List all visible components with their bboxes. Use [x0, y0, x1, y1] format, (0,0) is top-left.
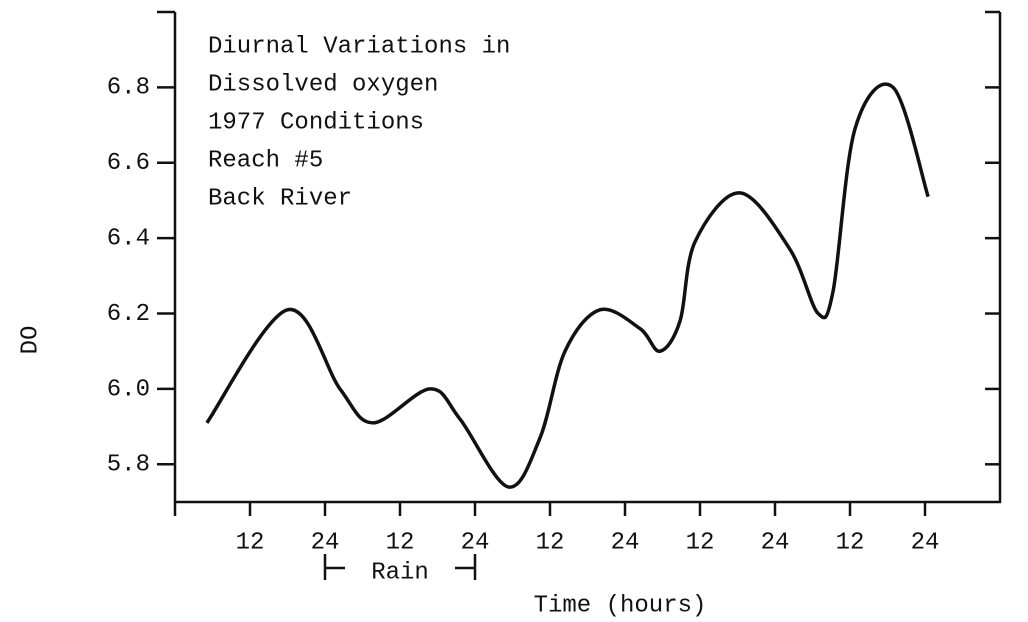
x-tick-label: 12	[236, 529, 265, 556]
title-line: 1977 Conditions	[208, 109, 424, 136]
y-tick-label: 6.4	[107, 225, 150, 252]
x-tick-label: 24	[461, 529, 490, 556]
x-tick-label: 24	[311, 529, 340, 556]
x-tick-label: 12	[386, 529, 415, 556]
axis-frame	[173, 12, 1002, 504]
x-axis-label: Time (hours)	[534, 592, 707, 619]
title-line: Back River	[208, 185, 352, 212]
x-tick-label: 24	[911, 529, 940, 556]
y-tick-label: 6.2	[107, 301, 150, 328]
title-line: Dissolved oxygen	[208, 71, 438, 98]
x-tick-label: 24	[761, 529, 790, 556]
y-tick-label: 6.8	[107, 75, 150, 102]
data-line	[205, 82, 930, 489]
title-line: Reach #5	[208, 147, 323, 174]
y-tick-label: 6.6	[107, 150, 150, 177]
rain-bracket	[323, 554, 477, 580]
x-tick-label: 24	[611, 529, 640, 556]
x-tick-label: 12	[536, 529, 565, 556]
rain-label: Rain	[371, 559, 429, 586]
y-tick-label: 5.8	[107, 452, 150, 479]
x-tick-label: 12	[836, 529, 865, 556]
title-line: Diurnal Variations in	[208, 33, 510, 60]
x-tick-label: 12	[686, 529, 715, 556]
y-axis-label: DO	[17, 326, 44, 355]
y-tick-label: 6.0	[107, 376, 150, 403]
